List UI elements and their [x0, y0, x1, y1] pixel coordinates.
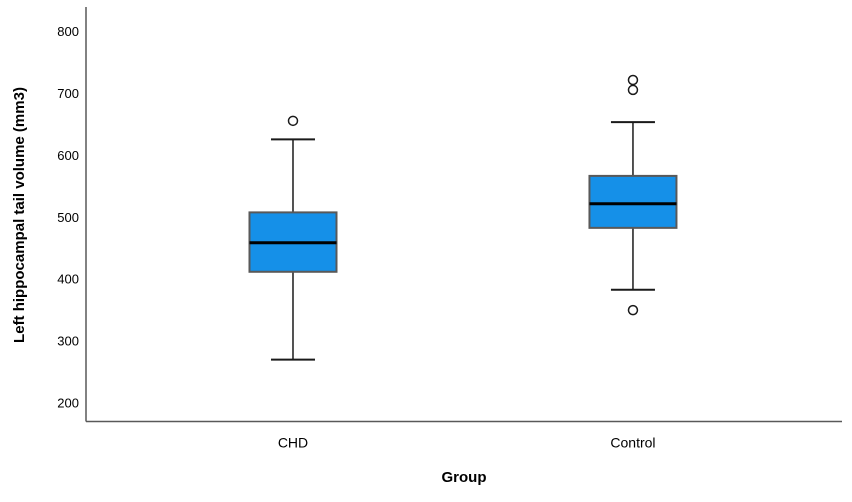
outlier-point: [627, 304, 639, 316]
y-tick-label: 500: [57, 210, 79, 225]
plot-layer: 200 300 400 500 600 700 800 CHD Control: [57, 7, 842, 451]
x-category-label: CHD: [278, 435, 308, 451]
y-axis-title: Left hippocampal tail volume (mm3): [11, 87, 28, 343]
x-category-label: Control: [610, 435, 655, 451]
outlier-point: [287, 115, 299, 127]
y-tick-label: 400: [57, 272, 79, 287]
y-tick-label: 800: [57, 24, 79, 39]
x-axis-title: Group: [442, 469, 487, 486]
y-tick-label: 300: [57, 334, 79, 349]
y-tick-label: 700: [57, 86, 79, 101]
outlier-point: [627, 74, 639, 86]
y-tick-label: 600: [57, 148, 79, 163]
outlier-point: [627, 84, 639, 96]
iqr-box: [588, 174, 678, 229]
y-tick-label: 200: [57, 395, 79, 410]
